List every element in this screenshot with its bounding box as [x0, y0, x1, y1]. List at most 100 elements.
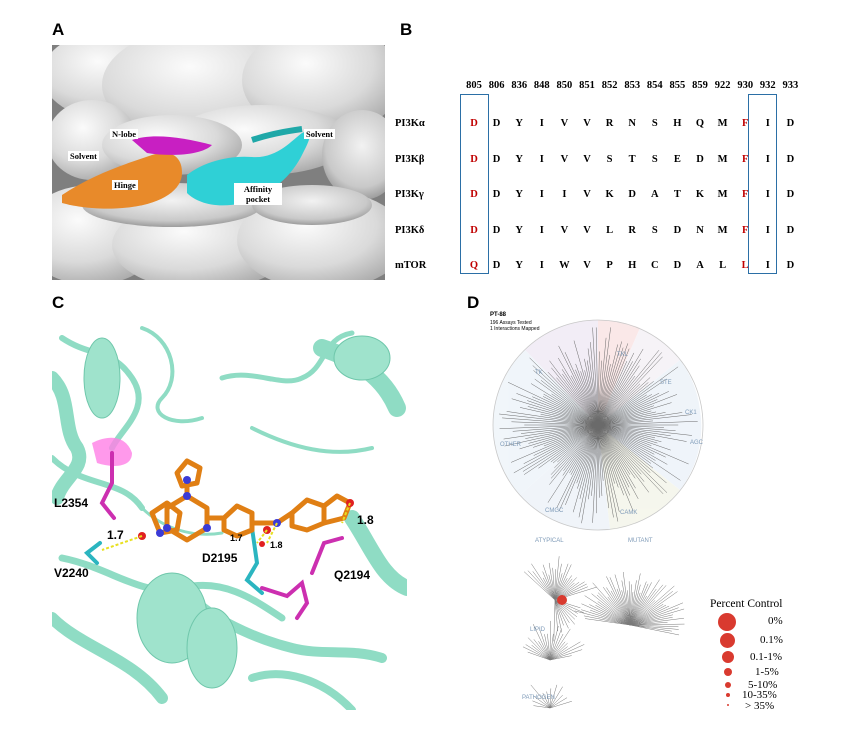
label-affinity-pocket: Affinity pocket [234, 183, 282, 205]
alignment-cell: P [606, 260, 613, 271]
interactions-mapped: 1 Interactions Mapped [490, 326, 540, 332]
alignment-cell: V [560, 118, 569, 129]
group-other: OTHER [500, 442, 521, 448]
legend-label-6: > 35% [745, 700, 775, 712]
alignment-cell: L [719, 260, 727, 271]
subtree-mutant: MUTANT [628, 538, 653, 544]
alignment-cell: V [583, 189, 591, 200]
alignment-cell: I [539, 189, 544, 200]
label-d2195: D2195 [202, 551, 238, 565]
residue-header-853: 853 [624, 80, 641, 91]
alignment-cell: D [673, 260, 682, 271]
alignment-cell: I [539, 224, 544, 236]
alignment-cell: M [717, 153, 728, 165]
legend-label-5: 10-35% [742, 689, 777, 701]
kinome-tree [492, 319, 704, 709]
subtree-atypical: ATYPICAL [535, 538, 564, 544]
subtree-lipid: LIPID [530, 627, 546, 633]
alignment-cell: S [651, 224, 658, 236]
alignment-cell: L [606, 224, 614, 236]
alignment-cell: M [717, 224, 728, 236]
alignment-cell: K [695, 189, 705, 200]
alignment-cell: V [560, 153, 569, 165]
panel-label-c: C [52, 293, 65, 312]
alignment-cell: I [539, 118, 544, 129]
residue-header-854: 854 [646, 80, 663, 91]
alignment-cell: S [651, 118, 658, 129]
residue-header-855: 855 [669, 80, 686, 91]
alignment-cell: Y [515, 189, 523, 200]
label-solvent-right: Solvent [304, 129, 335, 139]
group-camk: CAMK [620, 510, 638, 516]
nlobe-region [132, 136, 212, 155]
surface-render [52, 45, 385, 280]
alignment-cell: F [741, 118, 749, 129]
alignment-cell: V [583, 153, 591, 165]
alignment-cell: D [470, 153, 478, 165]
legend-dot-3 [724, 668, 732, 676]
affinity-region [187, 131, 310, 206]
alignment-cell: N [696, 224, 704, 236]
group-tkl: TKL [617, 352, 629, 358]
alignment-cell: W [559, 260, 570, 271]
alignment-cell: I [539, 260, 544, 271]
highlight-box-805 [460, 94, 489, 274]
alignment-cell: V [583, 224, 591, 236]
alignment-cell: Q [695, 118, 705, 129]
label-q2194: Q2194 [334, 568, 371, 582]
legend-label-1: 0.1% [760, 634, 783, 646]
alignment-cell: D [492, 153, 501, 165]
legend-title: Percent Control [710, 598, 783, 610]
group-ck1: CK1 [685, 410, 697, 416]
alignment-cell: V [583, 260, 591, 271]
alignment-cell: V [560, 224, 569, 236]
alignment-cell: D [470, 118, 478, 129]
alignment-cell: I [765, 118, 770, 129]
legend-dot-6 [727, 704, 729, 706]
alignment-cell: D [470, 189, 478, 200]
alignment-cell: A [696, 260, 704, 271]
highlight-box-930 [748, 94, 777, 274]
residue-header-933: 933 [782, 80, 799, 91]
legend-dot-4 [725, 682, 731, 688]
alignment-cell: I [765, 189, 770, 200]
alignment-cell: H [628, 260, 637, 271]
alignment-cell: I [765, 153, 770, 165]
alignment-cell: Y [515, 224, 523, 236]
isoform-label: PI3Kγ [395, 189, 424, 200]
alignment-cell: D [696, 153, 704, 165]
alignment-cell: Y [515, 153, 523, 165]
binding-mode-render [52, 318, 407, 710]
group-tk: TK [535, 370, 543, 376]
hbond-distance-1: 1.7 [107, 528, 124, 542]
alignment-cell: Y [515, 118, 523, 129]
legend-dot-1 [720, 633, 735, 648]
isoform-label: PI3Kα [395, 118, 425, 129]
hbond-distance-4: 1.8 [357, 513, 374, 527]
residue-header-851: 851 [579, 80, 595, 91]
alignment-cell: Y [515, 260, 523, 271]
residue-header-852: 852 [601, 80, 618, 91]
residue-header-932: 932 [759, 80, 776, 91]
alignment-cell: M [717, 189, 728, 200]
panel-label-d: D [467, 293, 480, 312]
label-hinge: Hinge [112, 180, 138, 190]
group-agc: AGC [690, 440, 704, 446]
isoform-label: PI3Kδ [395, 224, 425, 236]
hbond-distance-2: 1.7 [230, 533, 243, 543]
alignment-cell: I [765, 224, 770, 236]
legend-dot-0 [718, 613, 736, 631]
alignment-cell: R [628, 224, 636, 236]
alignment-cell: I [765, 260, 770, 271]
legend-dot-5 [726, 693, 730, 697]
residue-header-922: 922 [714, 80, 731, 91]
alignment-cell: A [651, 189, 659, 200]
alignment-cell: K [605, 189, 614, 200]
alignment-cell: D [628, 189, 636, 200]
hbond-distance-3: 1.8 [270, 540, 283, 550]
alignment-cell: F [741, 189, 749, 200]
alignment-cell: S [651, 153, 658, 165]
alignment-cell: R [605, 118, 614, 129]
residue-header-836: 836 [511, 80, 528, 91]
panel-label-a: A [52, 20, 65, 39]
